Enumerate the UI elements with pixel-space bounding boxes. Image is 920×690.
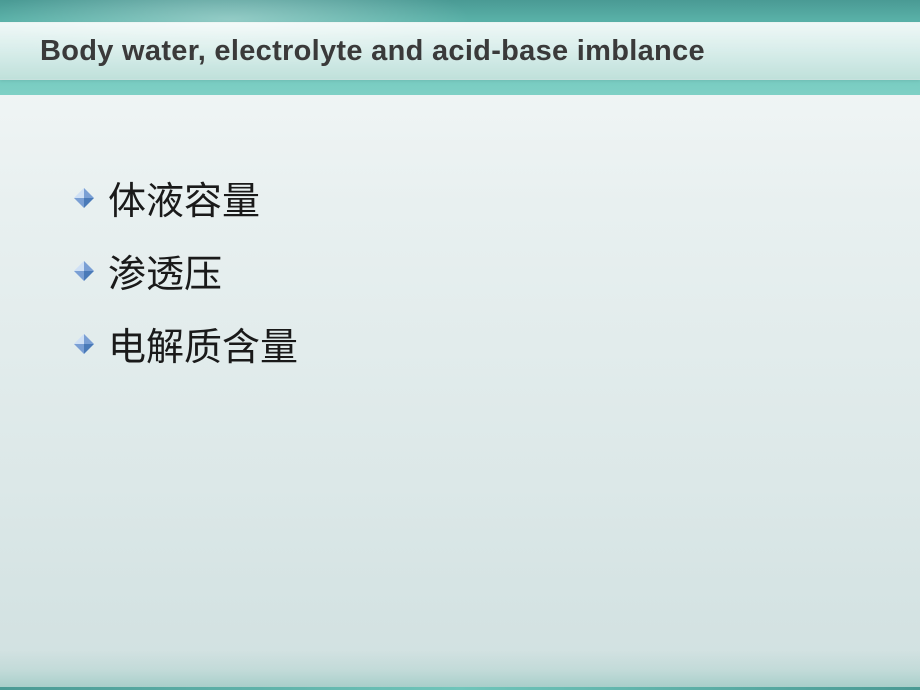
- diamond-bullet-icon: [72, 332, 96, 356]
- diamond-bullet-icon: [72, 186, 96, 210]
- slide-title: Body water, electrolyte and acid-base im…: [40, 35, 705, 68]
- slide: Body water, electrolyte and acid-base im…: [0, 0, 920, 690]
- bullet-item: 渗透压: [72, 243, 298, 298]
- footer-band: [0, 650, 920, 690]
- diamond-bullet-icon: [72, 259, 96, 283]
- bullet-text: 电解质含量: [108, 316, 298, 371]
- bullet-item: 电解质含量: [72, 316, 298, 371]
- content-area: 体液容量 渗透压: [72, 170, 298, 389]
- bullet-item: 体液容量: [72, 170, 298, 225]
- bullet-text: 渗透压: [108, 243, 222, 298]
- bullet-text: 体液容量: [108, 170, 260, 225]
- header-bar: Body water, electrolyte and acid-base im…: [0, 0, 920, 95]
- title-band: Body water, electrolyte and acid-base im…: [0, 22, 920, 80]
